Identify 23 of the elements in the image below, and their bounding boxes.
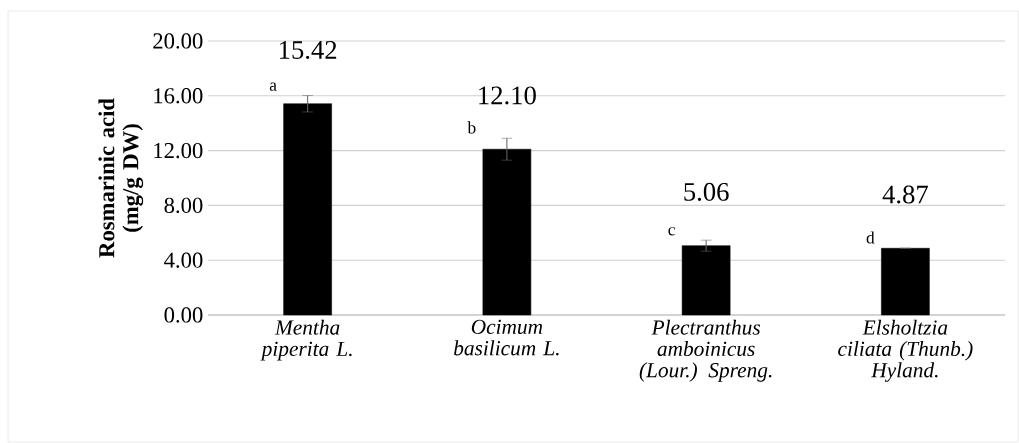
y-tick-label: 4.00 (164, 252, 203, 268)
bar (681, 245, 731, 316)
y-tick-label: 12.00 (154, 142, 203, 159)
y-tick-label: 8.00 (164, 197, 203, 214)
annotation: a (269, 82, 277, 91)
x-tick-label: Plectranthus amboinicus (Lour.) Spreng. (639, 319, 772, 382)
data-label: 5.06 (684, 182, 729, 201)
data-label: 15.42 (279, 41, 337, 60)
bar (283, 103, 332, 316)
y-tick-label: 16.00 (154, 88, 203, 104)
annotation: c (668, 227, 675, 236)
y-tick-label: 0.00 (164, 307, 203, 323)
x-tick-label: Elsholtzia ciliata (Thunb.) Hyland. (838, 319, 973, 382)
annotation: b (467, 121, 476, 134)
y-axis-title: Rosmarinic acid (mg/g DW) (98, 98, 144, 258)
x-tick-label: Ocimum basilicum L. (454, 319, 559, 356)
bar (482, 148, 532, 316)
bar (881, 248, 930, 316)
data-label: 4.87 (882, 185, 928, 204)
data-label: 12.10 (479, 86, 536, 105)
y-tick-label: 20.00 (153, 33, 203, 49)
annotation: d (866, 231, 875, 244)
x-tick-label: Mentha piperita L. (260, 319, 352, 361)
